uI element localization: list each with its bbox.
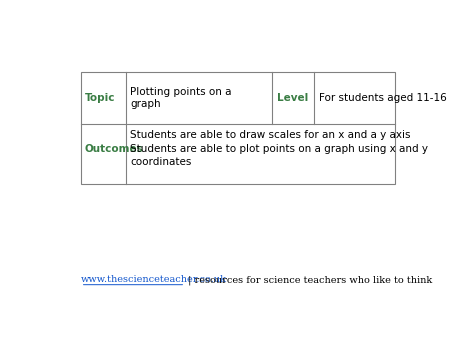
Text: Students are able to draw scales for an x and a y axis
Students are able to plot: Students are able to draw scales for an …	[130, 130, 428, 167]
Text: Level: Level	[277, 93, 308, 103]
Text: | resources for science teachers who like to think: | resources for science teachers who lik…	[185, 275, 432, 285]
Text: For students aged 11-16: For students aged 11-16	[319, 93, 446, 103]
Text: Topic: Topic	[85, 93, 115, 103]
Text: www.thescienceteacher.co.uk: www.thescienceteacher.co.uk	[81, 275, 227, 285]
Bar	[81, 72, 395, 184]
Text: Outcomes: Outcomes	[85, 144, 144, 153]
Text: Plotting points on a
graph: Plotting points on a graph	[130, 87, 232, 109]
